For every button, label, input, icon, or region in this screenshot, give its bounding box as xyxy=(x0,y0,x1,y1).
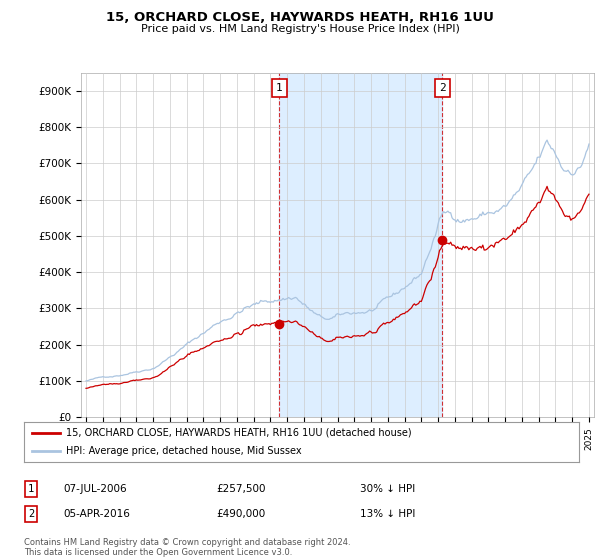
Text: 2: 2 xyxy=(439,83,446,94)
Text: 30% ↓ HPI: 30% ↓ HPI xyxy=(360,484,415,494)
Text: £257,500: £257,500 xyxy=(216,484,265,494)
Bar xyxy=(280,73,442,417)
Text: HPI: Average price, detached house, Mid Sussex: HPI: Average price, detached house, Mid … xyxy=(65,446,301,456)
Text: Contains HM Land Registry data © Crown copyright and database right 2024.
This d: Contains HM Land Registry data © Crown c… xyxy=(24,538,350,557)
Text: 05-APR-2016: 05-APR-2016 xyxy=(63,509,130,519)
Text: 2: 2 xyxy=(28,509,34,519)
Text: 1: 1 xyxy=(276,83,283,94)
Text: 13% ↓ HPI: 13% ↓ HPI xyxy=(360,509,415,519)
Text: 07-JUL-2006: 07-JUL-2006 xyxy=(63,484,127,494)
Text: 1: 1 xyxy=(28,484,34,494)
Text: 15, ORCHARD CLOSE, HAYWARDS HEATH, RH16 1UU (detached house): 15, ORCHARD CLOSE, HAYWARDS HEATH, RH16 … xyxy=(65,428,411,437)
Text: Price paid vs. HM Land Registry's House Price Index (HPI): Price paid vs. HM Land Registry's House … xyxy=(140,24,460,34)
Text: £490,000: £490,000 xyxy=(216,509,265,519)
Text: 15, ORCHARD CLOSE, HAYWARDS HEATH, RH16 1UU: 15, ORCHARD CLOSE, HAYWARDS HEATH, RH16 … xyxy=(106,11,494,24)
